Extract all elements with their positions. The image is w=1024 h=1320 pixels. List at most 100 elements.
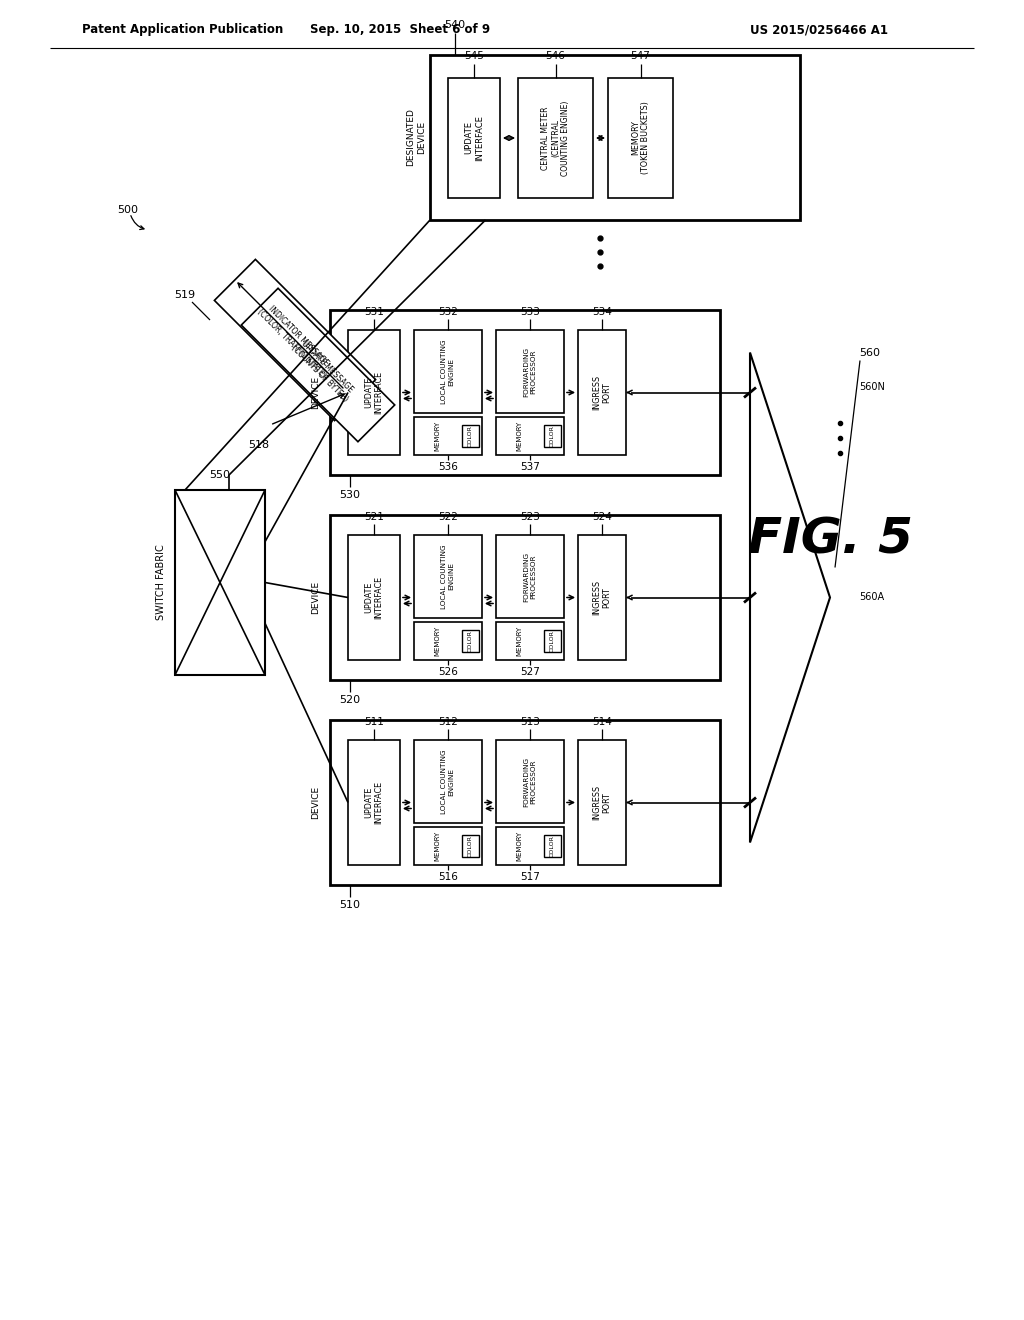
Bar — [414, 828, 482, 865]
Bar — [496, 828, 564, 865]
Text: 513: 513 — [520, 717, 540, 727]
Bar — [414, 417, 482, 455]
Text: 530: 530 — [340, 490, 360, 500]
Text: 532: 532 — [438, 308, 458, 317]
Text: COLOR: COLOR — [550, 836, 555, 857]
Text: 534: 534 — [592, 308, 612, 317]
Text: COLOR: COLOR — [550, 425, 555, 447]
Text: INDICATOR MESSAGE
(COLOR, TRAFFIC STATE): INDICATOR MESSAGE (COLOR, TRAFFIC STATE) — [255, 300, 335, 380]
Text: 519: 519 — [174, 290, 196, 300]
Text: DEVICE: DEVICE — [311, 376, 321, 409]
Text: 522: 522 — [438, 512, 458, 521]
Text: 512: 512 — [438, 717, 458, 727]
Text: 520: 520 — [339, 696, 360, 705]
Text: 560: 560 — [859, 347, 881, 358]
Bar — [348, 330, 400, 455]
Bar — [414, 535, 482, 618]
Text: CENTRAL METER
(CENTRAL
COUNTING ENGINE): CENTRAL METER (CENTRAL COUNTING ENGINE) — [541, 100, 570, 176]
Text: 545: 545 — [464, 51, 484, 61]
Bar — [414, 622, 482, 660]
Bar — [414, 741, 482, 822]
Bar — [462, 630, 479, 652]
Text: FIG. 5: FIG. 5 — [748, 516, 912, 564]
Bar — [578, 535, 626, 660]
Text: FORWARDING
PROCESSOR: FORWARDING PROCESSOR — [523, 756, 537, 807]
Text: 521: 521 — [365, 512, 384, 521]
Text: 537: 537 — [520, 462, 540, 473]
Text: SWITCH FABRIC: SWITCH FABRIC — [156, 545, 166, 620]
Text: 527: 527 — [520, 667, 540, 677]
Text: 531: 531 — [365, 308, 384, 317]
Bar — [496, 741, 564, 822]
Bar — [462, 425, 479, 447]
Bar — [544, 836, 561, 857]
Text: DEVICE: DEVICE — [311, 785, 321, 820]
Text: 514: 514 — [592, 717, 612, 727]
Text: 533: 533 — [520, 308, 540, 317]
Bar — [330, 310, 720, 475]
Bar — [544, 425, 561, 447]
Text: 547: 547 — [631, 51, 650, 61]
Text: Patent Application Publication: Patent Application Publication — [82, 24, 284, 37]
Bar — [348, 535, 400, 660]
Text: UPDATE
INTERFACE: UPDATE INTERFACE — [365, 576, 384, 619]
Bar — [496, 535, 564, 618]
Text: 518: 518 — [249, 440, 269, 450]
Text: 500: 500 — [118, 205, 138, 215]
Text: INGRESS
PORT: INGRESS PORT — [592, 785, 611, 820]
Bar — [330, 719, 720, 884]
Bar — [496, 330, 564, 413]
Bar — [330, 515, 720, 680]
Text: US 2015/0256466 A1: US 2015/0256466 A1 — [750, 24, 888, 37]
Bar — [449, 78, 500, 198]
Bar — [496, 417, 564, 455]
Text: 540: 540 — [444, 20, 466, 30]
Text: LOCAL COUNTING
ENGINE: LOCAL COUNTING ENGINE — [441, 544, 455, 609]
Text: COLOR: COLOR — [468, 425, 473, 447]
Text: 550: 550 — [210, 470, 230, 480]
Text: MEMORY: MEMORY — [516, 421, 522, 451]
Text: COLOR: COLOR — [468, 836, 473, 857]
Text: DEVICE: DEVICE — [311, 581, 321, 614]
Text: 511: 511 — [365, 717, 384, 727]
Bar — [578, 330, 626, 455]
Text: MEMORY: MEMORY — [434, 421, 440, 451]
Bar — [608, 78, 673, 198]
Bar — [214, 260, 376, 421]
Text: 546: 546 — [546, 51, 565, 61]
Text: INGRESS
PORT: INGRESS PORT — [592, 579, 611, 615]
Text: LOCAL COUNTING
ENGINE: LOCAL COUNTING ENGINE — [441, 339, 455, 404]
Text: 524: 524 — [592, 512, 612, 521]
Bar — [430, 55, 800, 220]
Text: MEMORY: MEMORY — [516, 626, 522, 656]
Text: FORWARDING
PROCESSOR: FORWARDING PROCESSOR — [523, 552, 537, 602]
Text: UPDATE
INTERFACE: UPDATE INTERFACE — [464, 115, 483, 161]
Text: UPDATE
INTERFACE: UPDATE INTERFACE — [365, 781, 384, 824]
Text: 517: 517 — [520, 873, 540, 882]
Bar — [518, 78, 593, 198]
Text: MEMORY
(TOKEN BUCKETS): MEMORY (TOKEN BUCKETS) — [631, 102, 650, 174]
Bar — [242, 288, 394, 442]
Text: MEMORY: MEMORY — [434, 830, 440, 861]
Text: COLOR: COLOR — [468, 630, 473, 652]
Bar — [175, 490, 265, 675]
Bar — [496, 622, 564, 660]
Text: 526: 526 — [438, 667, 458, 677]
Bar — [578, 741, 626, 865]
Bar — [348, 741, 400, 865]
Text: LOCAL COUNTING
ENGINE: LOCAL COUNTING ENGINE — [441, 750, 455, 814]
Text: 560N: 560N — [859, 383, 885, 392]
Bar — [414, 330, 482, 413]
Text: 560A: 560A — [859, 593, 885, 602]
Text: 510: 510 — [340, 900, 360, 909]
Text: COLOR: COLOR — [550, 630, 555, 652]
Text: 523: 523 — [520, 512, 540, 521]
Text: FORWARDING
PROCESSOR: FORWARDING PROCESSOR — [523, 346, 537, 396]
Text: INGRESS
PORT: INGRESS PORT — [592, 375, 611, 411]
Text: Sep. 10, 2015  Sheet 6 of 9: Sep. 10, 2015 Sheet 6 of 9 — [310, 24, 490, 37]
Text: UPDATE
INTERFACE: UPDATE INTERFACE — [365, 371, 384, 414]
Bar — [462, 836, 479, 857]
Text: MEMORY: MEMORY — [434, 626, 440, 656]
Text: UPDATE MESSAGE
(COUNTS OF BYTES): UPDATE MESSAGE (COUNTS OF BYTES) — [289, 337, 356, 404]
Text: DESIGNATED
DEVICE: DESIGNATED DEVICE — [407, 108, 426, 166]
